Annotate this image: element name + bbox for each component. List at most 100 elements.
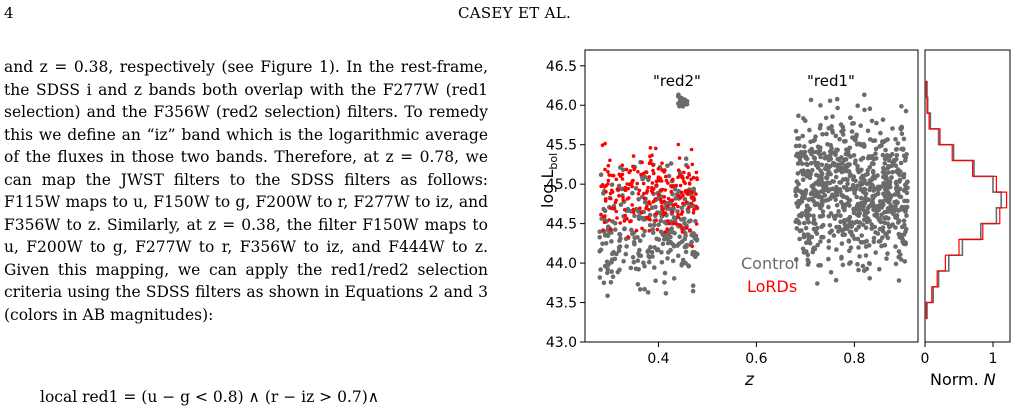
lords-point bbox=[614, 177, 619, 182]
control-point bbox=[894, 147, 899, 152]
control-point bbox=[795, 171, 801, 176]
control-point bbox=[853, 178, 858, 184]
lords-point bbox=[650, 190, 655, 195]
control-point bbox=[806, 237, 812, 243]
control-point bbox=[831, 179, 836, 184]
control-point bbox=[867, 261, 872, 267]
control-point bbox=[642, 286, 647, 292]
control-point bbox=[827, 230, 833, 235]
control-point bbox=[817, 148, 823, 154]
lords-point bbox=[618, 174, 623, 178]
lords-point bbox=[690, 244, 694, 249]
lords-point bbox=[692, 208, 696, 212]
lords-point bbox=[625, 182, 629, 186]
lords-point bbox=[666, 196, 671, 201]
control-point bbox=[796, 136, 802, 141]
control-point bbox=[827, 98, 833, 104]
control-point bbox=[856, 267, 861, 273]
control-point bbox=[801, 250, 807, 255]
control-point bbox=[684, 242, 689, 248]
control-point bbox=[855, 183, 860, 189]
control-point bbox=[891, 162, 896, 167]
control-point bbox=[853, 158, 858, 163]
lords-point bbox=[609, 188, 614, 193]
lords-point bbox=[659, 200, 664, 205]
lords-point bbox=[647, 228, 652, 233]
lords-point bbox=[690, 162, 695, 167]
control-point bbox=[849, 129, 855, 134]
control-point bbox=[676, 253, 681, 259]
control-point bbox=[605, 293, 610, 299]
lords-point bbox=[687, 172, 691, 176]
control-point bbox=[609, 260, 614, 265]
control-point bbox=[693, 233, 699, 239]
control-point bbox=[653, 278, 658, 284]
control-point bbox=[679, 205, 685, 211]
control-point bbox=[894, 199, 899, 204]
control-point bbox=[893, 225, 898, 230]
lords-point bbox=[676, 212, 680, 217]
control-point bbox=[902, 222, 907, 228]
control-point bbox=[824, 175, 830, 181]
control-point bbox=[861, 208, 867, 213]
control-point bbox=[803, 225, 809, 231]
control-point bbox=[827, 180, 832, 186]
control-point bbox=[825, 197, 831, 203]
control-point bbox=[828, 156, 833, 162]
control-point bbox=[645, 290, 651, 295]
control-point bbox=[857, 254, 862, 259]
control-point bbox=[653, 204, 658, 210]
control-point bbox=[874, 120, 879, 126]
control-point bbox=[809, 160, 814, 166]
control-point bbox=[895, 141, 901, 146]
control-point bbox=[899, 131, 905, 136]
control-point bbox=[646, 259, 652, 265]
control-point bbox=[681, 97, 687, 102]
control-point bbox=[815, 201, 820, 206]
control-point bbox=[837, 180, 842, 185]
control-point bbox=[846, 238, 852, 243]
x-tick-label: 0.6 bbox=[745, 351, 767, 367]
control-point bbox=[811, 217, 817, 223]
control-point bbox=[618, 236, 623, 241]
control-point bbox=[850, 233, 856, 239]
control-point bbox=[888, 193, 894, 199]
control-point bbox=[878, 238, 883, 244]
lords-point bbox=[667, 221, 672, 226]
control-point bbox=[637, 287, 643, 292]
control-point bbox=[680, 101, 685, 106]
lords-point bbox=[688, 228, 692, 232]
control-point bbox=[654, 236, 659, 242]
control-point bbox=[828, 211, 834, 216]
control-point bbox=[846, 152, 851, 158]
scatter-points bbox=[597, 92, 910, 299]
lords-point bbox=[622, 219, 627, 223]
control-point bbox=[847, 173, 853, 179]
control-point bbox=[682, 196, 688, 202]
y-tick-label: 43.0 bbox=[546, 335, 577, 351]
control-point bbox=[646, 177, 651, 183]
control-point bbox=[633, 186, 639, 191]
lords-point bbox=[606, 178, 611, 183]
control-point bbox=[890, 169, 895, 175]
lords-point bbox=[666, 204, 670, 208]
control-point bbox=[668, 161, 674, 166]
control-point bbox=[622, 226, 627, 231]
control-point bbox=[887, 179, 893, 185]
control-point bbox=[612, 221, 618, 226]
lords-point bbox=[676, 215, 681, 220]
lords-point bbox=[685, 225, 689, 230]
control-point bbox=[841, 185, 847, 190]
control-point bbox=[819, 195, 825, 200]
hist-x-axis-label: Norm. N bbox=[930, 370, 996, 389]
control-point bbox=[800, 133, 805, 139]
control-point bbox=[820, 132, 825, 137]
control-point bbox=[609, 269, 614, 274]
lords-point bbox=[610, 173, 614, 178]
control-point bbox=[650, 230, 656, 235]
y-tick-label: 45.5 bbox=[546, 138, 577, 154]
lords-point bbox=[645, 215, 649, 220]
lords-point bbox=[678, 196, 683, 200]
control-point bbox=[893, 203, 898, 209]
